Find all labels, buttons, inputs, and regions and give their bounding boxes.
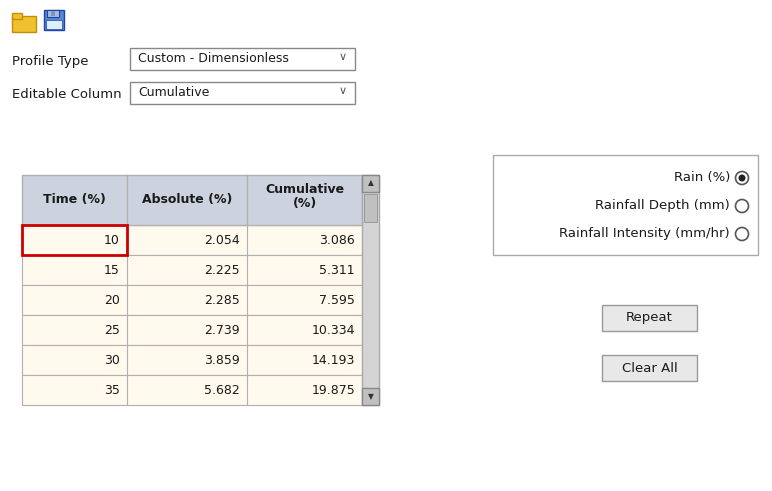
Text: Repeat: Repeat	[626, 311, 673, 325]
Text: ∨: ∨	[339, 52, 347, 62]
Text: Custom - Dimensionless: Custom - Dimensionless	[138, 52, 289, 65]
Circle shape	[736, 199, 749, 213]
Bar	[12, 16, 36, 32]
Bar	[602, 355, 697, 381]
Text: (%): (%)	[293, 197, 317, 210]
Text: 35: 35	[104, 383, 120, 397]
Text: 15: 15	[104, 264, 120, 276]
Bar	[46, 20, 62, 29]
Text: Cumulative: Cumulative	[265, 183, 344, 196]
Text: 3.859: 3.859	[205, 354, 240, 366]
Bar	[364, 194, 377, 222]
Bar	[602, 305, 697, 331]
Bar	[493, 155, 758, 255]
Text: ▼: ▼	[367, 392, 374, 402]
Text: 2.739: 2.739	[205, 324, 240, 336]
Bar	[22, 375, 362, 405]
Bar	[22, 175, 362, 225]
Text: Rainfall Intensity (mm/hr): Rainfall Intensity (mm/hr)	[560, 227, 730, 240]
Bar	[22, 225, 127, 255]
Text: 14.193: 14.193	[312, 354, 355, 366]
Bar	[362, 175, 379, 405]
Text: 10.334: 10.334	[311, 324, 355, 336]
Bar	[22, 345, 362, 375]
Text: 3.086: 3.086	[320, 234, 355, 246]
Text: ∨: ∨	[339, 86, 347, 96]
Text: 30: 30	[104, 354, 120, 366]
Bar	[51, 11, 55, 16]
Circle shape	[736, 227, 749, 241]
Text: Cumulative: Cumulative	[138, 86, 209, 99]
Text: 2.285: 2.285	[205, 294, 240, 306]
Circle shape	[739, 174, 746, 182]
Text: Clear All: Clear All	[621, 361, 677, 375]
Text: Editable Column: Editable Column	[12, 88, 122, 101]
Text: 20: 20	[104, 294, 120, 306]
Text: Profile Type: Profile Type	[12, 55, 89, 68]
Bar	[362, 388, 379, 405]
Text: 25: 25	[104, 324, 120, 336]
Text: Time (%): Time (%)	[43, 193, 106, 206]
Bar	[362, 175, 379, 192]
Bar	[130, 48, 355, 70]
Text: 5.682: 5.682	[205, 383, 240, 397]
Bar	[44, 10, 64, 30]
Bar	[47, 10, 59, 17]
Text: 2.054: 2.054	[205, 234, 240, 246]
Bar	[22, 285, 362, 315]
Text: 10: 10	[104, 234, 120, 246]
Text: 5.311: 5.311	[320, 264, 355, 276]
Bar	[22, 255, 362, 285]
Bar	[12, 13, 22, 19]
Text: 2.225: 2.225	[205, 264, 240, 276]
Bar	[22, 225, 362, 255]
Text: ▲: ▲	[367, 179, 374, 188]
Text: 19.875: 19.875	[311, 383, 355, 397]
Bar	[22, 315, 362, 345]
Text: Absolute (%): Absolute (%)	[142, 193, 232, 206]
Circle shape	[736, 171, 749, 185]
Text: Rain (%): Rain (%)	[674, 171, 730, 184]
Text: Rainfall Depth (mm): Rainfall Depth (mm)	[595, 199, 730, 212]
Bar	[130, 82, 355, 104]
Text: 7.595: 7.595	[319, 294, 355, 306]
